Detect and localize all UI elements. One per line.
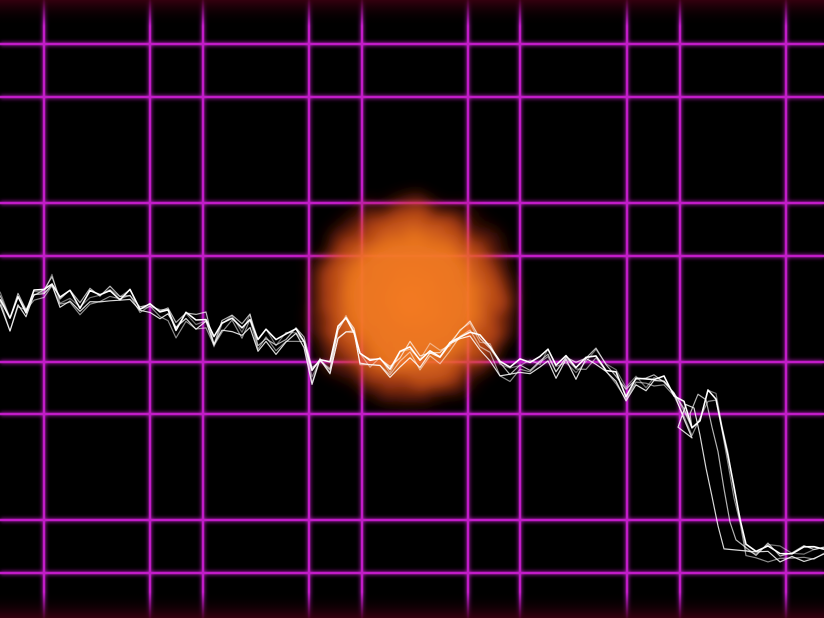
audio-waveform: [0, 273, 824, 563]
glowing-sun: [300, 188, 524, 412]
waveform-trace: [0, 285, 824, 563]
bottom-vignette: [0, 592, 824, 618]
waveform-trace: [0, 273, 824, 555]
top-vignette: [0, 0, 824, 26]
waveform-trace: [0, 276, 824, 557]
